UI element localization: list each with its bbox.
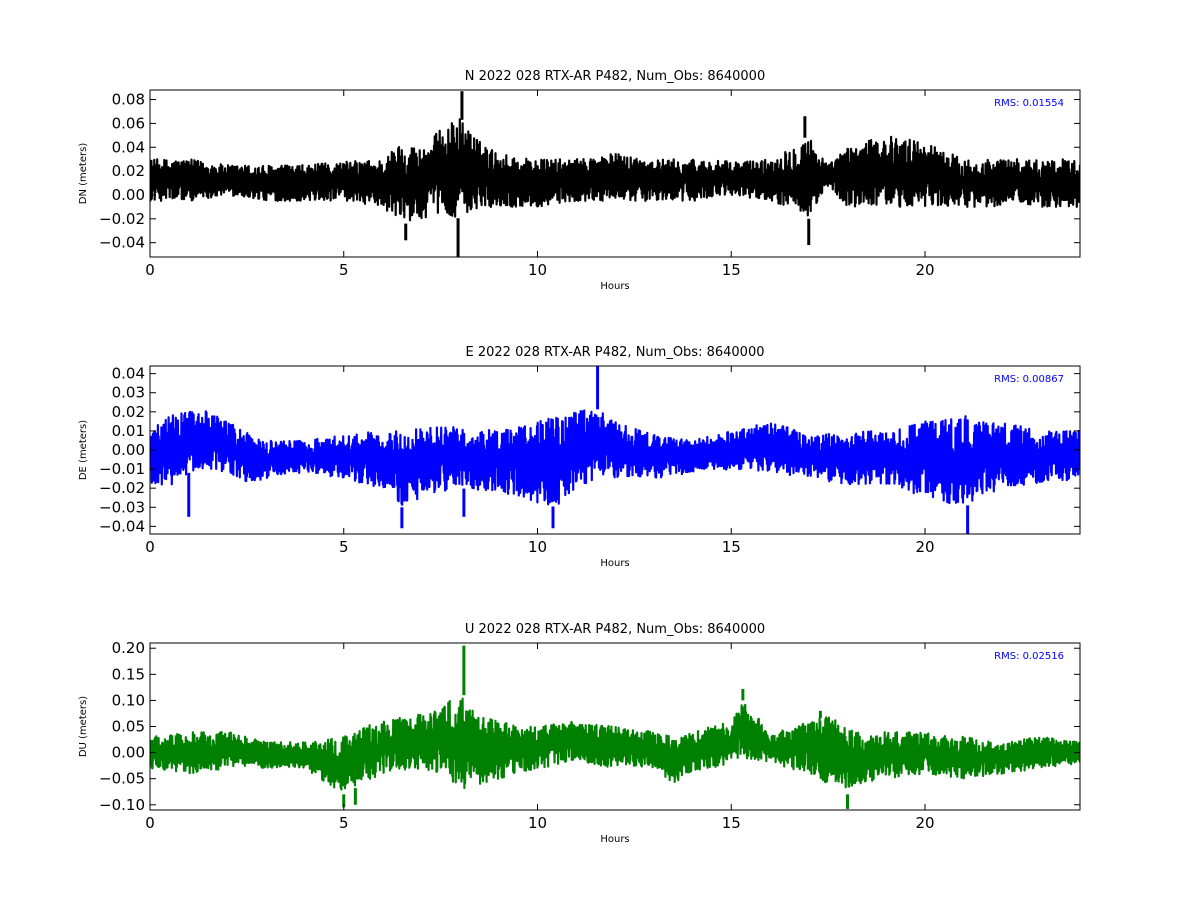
chart-e-title: E 2022 028 RTX-AR P482, Num_Obs: 8640000 xyxy=(466,345,765,360)
chart-u-series xyxy=(150,645,1080,809)
chart-e-rms-label: RMS: 0.00867 xyxy=(994,374,1064,385)
chart-e-ylabel: DE (meters) xyxy=(78,420,89,480)
chart-n-series xyxy=(150,91,1080,257)
chart-u-xtick-label: 0 xyxy=(145,814,155,832)
chart-n-ytick-label: −0.02 xyxy=(99,210,145,228)
chart-u-ytick-label: 0.10 xyxy=(112,691,145,709)
chart-n-title: N 2022 028 RTX-AR P482, Num_Obs: 8640000 xyxy=(465,69,765,84)
chart-e-xtick-label: 0 xyxy=(145,538,155,556)
chart-n-ytick-label: 0.02 xyxy=(112,162,145,180)
chart-e-ytick-label: 0.03 xyxy=(112,384,145,402)
chart-e-xtick-label: 15 xyxy=(722,538,741,556)
chart-u-xtick-label: 10 xyxy=(528,814,547,832)
chart-u-ytick-label: 0.15 xyxy=(112,665,145,683)
chart-n-ytick-label: 0.00 xyxy=(112,186,145,204)
chart-n-ytick-label: 0.08 xyxy=(112,91,145,109)
chart-e-xlabel: Hours xyxy=(600,558,629,569)
chart-e-ytick-label: 0.04 xyxy=(112,365,145,383)
chart-n: N 2022 028 RTX-AR P482, Num_Obs: 8640000… xyxy=(78,69,1081,292)
chart-e-ytick-label: −0.04 xyxy=(99,517,145,535)
chart-e-xtick-label: 5 xyxy=(339,538,349,556)
chart-e-ytick-label: 0.02 xyxy=(112,403,145,421)
chart-n-rms-label: RMS: 0.01554 xyxy=(994,98,1064,109)
chart-u-series-line xyxy=(150,697,1080,791)
chart-e-series-line xyxy=(150,409,1080,506)
chart-e-xtick-label: 20 xyxy=(915,538,934,556)
chart-n-ylabel: DN (meters) xyxy=(78,143,89,205)
chart-u-xtick-label: 5 xyxy=(339,814,349,832)
chart-n-xtick-label: 10 xyxy=(528,261,547,279)
chart-u-ytick-label: −0.10 xyxy=(99,796,145,814)
chart-u-xlabel: Hours xyxy=(600,834,629,845)
chart-n-xtick-label: 0 xyxy=(145,261,155,279)
chart-u-ytick-label: −0.05 xyxy=(99,770,145,788)
chart-u-xtick-label: 15 xyxy=(722,814,741,832)
chart-u-xtick-label: 20 xyxy=(915,814,934,832)
chart-u-ytick-label: 0.00 xyxy=(112,744,145,762)
chart-e: E 2022 028 RTX-AR P482, Num_Obs: 8640000… xyxy=(78,345,1081,569)
chart-u-rms-label: RMS: 0.02516 xyxy=(994,651,1064,662)
chart-u: U 2022 028 RTX-AR P482, Num_Obs: 8640000… xyxy=(78,622,1081,845)
chart-u-ylabel: DU (meters) xyxy=(78,696,89,757)
chart-e-ytick-label: −0.02 xyxy=(99,479,145,497)
chart-n-axes-frame xyxy=(149,89,1081,258)
chart-n-ytick-label: 0.06 xyxy=(112,114,145,132)
chart-e-xtick-label: 10 xyxy=(528,538,547,556)
chart-e-ytick-label: 0.00 xyxy=(112,441,145,459)
chart-e-ytick-label: −0.03 xyxy=(99,498,145,516)
chart-e-ytick-label: 0.01 xyxy=(112,422,145,440)
chart-n-xtick-label: 5 xyxy=(339,261,349,279)
chart-u-ytick-label: 0.20 xyxy=(112,639,145,657)
chart-e-ytick-label: −0.01 xyxy=(99,460,145,478)
chart-n-xlabel: Hours xyxy=(600,281,629,292)
chart-u-ytick-label: 0.05 xyxy=(112,718,145,736)
chart-n-xtick-label: 15 xyxy=(722,261,741,279)
chart-n-series-line xyxy=(150,118,1080,222)
chart-n-ytick-label: −0.04 xyxy=(99,234,145,252)
chart-e-series xyxy=(150,366,1080,534)
chart-n-ytick-label: 0.04 xyxy=(112,138,145,156)
chart-u-title: U 2022 028 RTX-AR P482, Num_Obs: 8640000 xyxy=(465,622,765,637)
chart-n-xtick-label: 20 xyxy=(915,261,934,279)
